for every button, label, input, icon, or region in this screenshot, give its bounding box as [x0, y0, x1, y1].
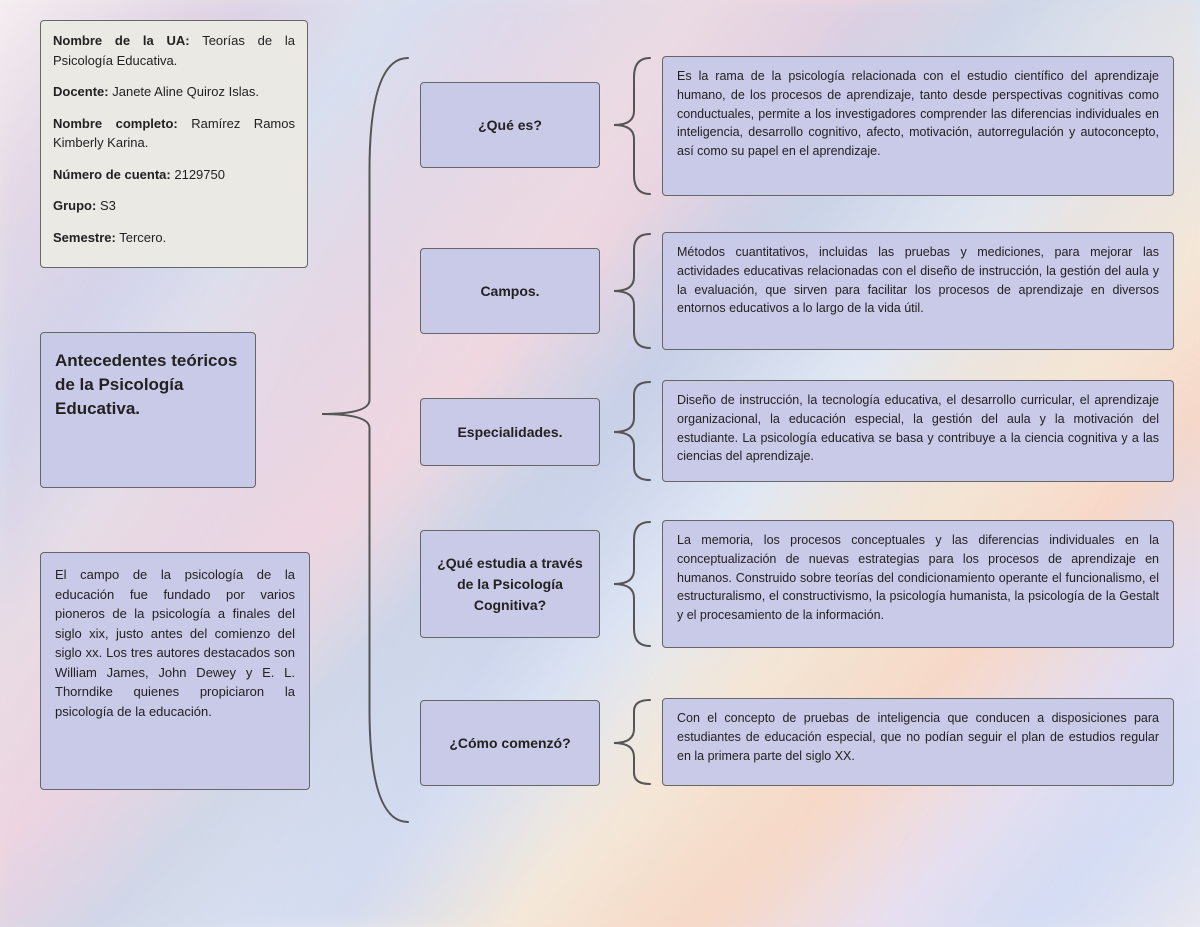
row4-label: ¿Qué estudia a través de la Psicología C…	[420, 530, 600, 638]
docente-value: Janete Aline Quiroz Islas.	[109, 84, 259, 99]
info-box: Nombre de la UA: Teorías de la Psicologí…	[40, 20, 308, 268]
cuenta-label: Número de cuenta:	[53, 167, 171, 182]
row2-label: Campos.	[420, 248, 600, 334]
row1-label: ¿Qué es?	[420, 82, 600, 168]
row3-desc: Diseño de instrucción, la tecnología edu…	[662, 380, 1174, 482]
row3-brace	[612, 380, 652, 482]
row4-brace	[612, 520, 652, 648]
row2-desc: Métodos cuantitativos, incluidas las pru…	[662, 232, 1174, 350]
row1-brace	[612, 56, 652, 196]
main-brace	[320, 56, 410, 824]
docente-label: Docente:	[53, 84, 109, 99]
row5-brace	[612, 698, 652, 786]
grupo-label: Grupo:	[53, 198, 96, 213]
row3-label: Especialidades.	[420, 398, 600, 466]
row5-label: ¿Cómo comenzó?	[420, 700, 600, 786]
semestre-label: Semestre:	[53, 230, 116, 245]
row1-desc: Es la rama de la psicología relacionada …	[662, 56, 1174, 196]
grupo-value: S3	[96, 198, 116, 213]
bottom-text-box: El campo de la psicología de la educació…	[40, 552, 310, 790]
cuenta-value: 2129750	[171, 167, 225, 182]
ua-label: Nombre de la UA:	[53, 33, 190, 48]
row5-desc: Con el concepto de pruebas de inteligenc…	[662, 698, 1174, 786]
semestre-value: Tercero.	[116, 230, 166, 245]
row4-desc: La memoria, los procesos conceptuales y …	[662, 520, 1174, 648]
nombre-label: Nombre completo:	[53, 116, 178, 131]
row2-brace	[612, 232, 652, 350]
title-box: Antecedentes teóricos de la Psicología E…	[40, 332, 256, 488]
